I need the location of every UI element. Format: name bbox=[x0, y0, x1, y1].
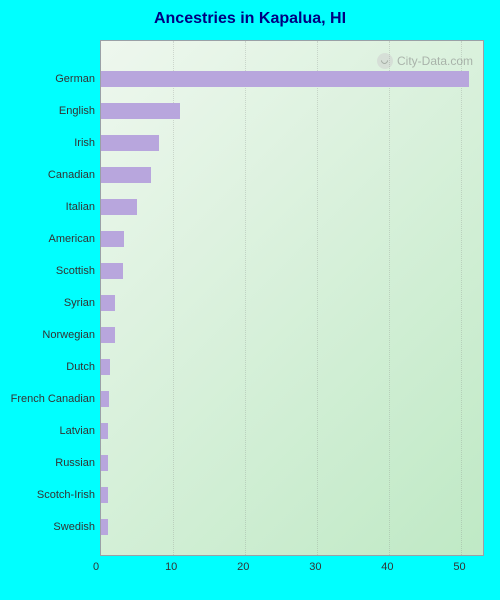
y-category-label: Canadian bbox=[0, 169, 95, 181]
gridline bbox=[461, 41, 462, 555]
bar bbox=[101, 231, 124, 247]
y-category-label: Russian bbox=[0, 457, 95, 469]
watermark: City-Data.com bbox=[377, 53, 473, 69]
y-category-label: Scotch-Irish bbox=[0, 489, 95, 501]
x-tick-label: 40 bbox=[381, 561, 393, 573]
x-tick-label: 0 bbox=[93, 561, 99, 573]
y-category-label: Norwegian bbox=[0, 329, 95, 341]
y-category-label: English bbox=[0, 105, 95, 117]
bar bbox=[101, 359, 110, 375]
gridline bbox=[245, 41, 246, 555]
y-category-label: Italian bbox=[0, 201, 95, 213]
bar bbox=[101, 423, 108, 439]
gridline bbox=[317, 41, 318, 555]
chart-title: Ancestries in Kapalua, HI bbox=[0, 0, 500, 34]
y-category-label: French Canadian bbox=[0, 393, 95, 405]
y-category-label: Dutch bbox=[0, 361, 95, 373]
bar bbox=[101, 519, 108, 535]
y-category-label: Swedish bbox=[0, 521, 95, 533]
x-tick-label: 10 bbox=[165, 561, 177, 573]
bar bbox=[101, 487, 108, 503]
bar bbox=[101, 263, 123, 279]
bar bbox=[101, 391, 109, 407]
y-category-label: Irish bbox=[0, 137, 95, 149]
bar bbox=[101, 103, 180, 119]
bar bbox=[101, 167, 151, 183]
y-category-label: Syrian bbox=[0, 297, 95, 309]
plot-area: City-Data.com 01020304050GermanEnglishIr… bbox=[100, 40, 484, 556]
bar bbox=[101, 295, 115, 311]
y-category-label: Latvian bbox=[0, 425, 95, 437]
x-tick-label: 50 bbox=[453, 561, 465, 573]
bar bbox=[101, 327, 115, 343]
bar bbox=[101, 199, 137, 215]
x-tick-label: 20 bbox=[237, 561, 249, 573]
x-tick-label: 30 bbox=[309, 561, 321, 573]
y-category-label: American bbox=[0, 233, 95, 245]
bar bbox=[101, 71, 469, 87]
bar bbox=[101, 135, 159, 151]
chart-container: Ancestries in Kapalua, HI City-Data.com … bbox=[0, 0, 500, 600]
gridline bbox=[389, 41, 390, 555]
y-category-label: German bbox=[0, 73, 95, 85]
y-category-label: Scottish bbox=[0, 265, 95, 277]
bar bbox=[101, 455, 108, 471]
globe-icon bbox=[377, 53, 393, 69]
